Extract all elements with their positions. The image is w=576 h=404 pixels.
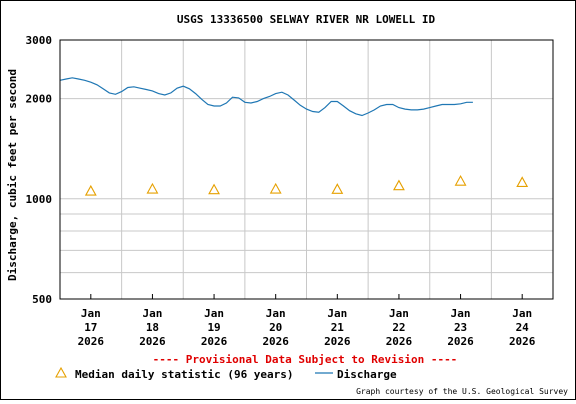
credit-note: Graph courtesy of the U.S. Geological Su… [356,387,568,396]
x-tick-label: 23 [454,321,467,334]
x-tick-label: 22 [392,321,405,334]
x-tick-label: 2026 [262,335,289,348]
x-tick-label: 2026 [139,335,166,348]
provisional-note: ---- Provisional Data Subject to Revisio… [153,353,458,366]
x-tick-label: 17 [84,321,97,334]
median-point [516,176,529,187]
x-tick-label: Jan [266,307,286,320]
x-tick-label: 2026 [509,335,536,348]
x-tick-label: Jan [204,307,224,320]
x-tick-label: 2026 [447,335,474,348]
x-tick-label: 2026 [324,335,351,348]
legend-median-icon [55,366,67,378]
discharge-line [59,77,473,117]
median-point [331,183,344,194]
median-point [84,184,97,196]
x-tick-label: Jan [143,307,163,320]
y-tick-label: 500 [32,293,52,306]
median-point [269,182,282,194]
legend-discharge-label: Discharge [337,368,397,381]
x-tick-label: Jan [327,307,347,320]
x-tick-label: 18 [146,321,159,334]
x-tick-label: Jan [512,307,532,320]
x-tick-label: 2026 [78,335,105,348]
x-tick-label: 24 [516,321,530,334]
chart-title: USGS 13336500 SELWAY RIVER NR LOWELL ID [177,13,436,26]
x-tick-label: Jan [451,307,471,320]
x-tick-label: 20 [269,321,282,334]
y-tick-label: 2000 [26,93,53,106]
y-axis-label: Discharge, cubic feet per second [6,69,19,281]
grid-lines [60,39,553,300]
median-point [208,183,220,195]
median-series [84,175,529,196]
legend-median-label: Median daily statistic (96 years) [75,368,294,381]
median-point [454,175,467,186]
x-tick-label: Jan [389,307,409,320]
x-tick-label: 19 [207,321,220,334]
y-tick-label: 1000 [26,193,53,206]
axis-ticks: 500100020003000Jan172026Jan182026Jan1920… [26,34,536,348]
plot-border [59,39,554,300]
x-tick-label: 21 [331,321,345,334]
median-point [393,179,405,191]
discharge-series [59,77,473,117]
x-tick-label: Jan [81,307,101,320]
y-tick-label: 3000 [26,34,53,47]
legend: Median daily statistic (96 years) Dischar… [55,366,397,381]
x-tick-label: 2026 [386,335,413,348]
median-point [146,182,159,194]
x-tick-label: 2026 [201,335,228,348]
